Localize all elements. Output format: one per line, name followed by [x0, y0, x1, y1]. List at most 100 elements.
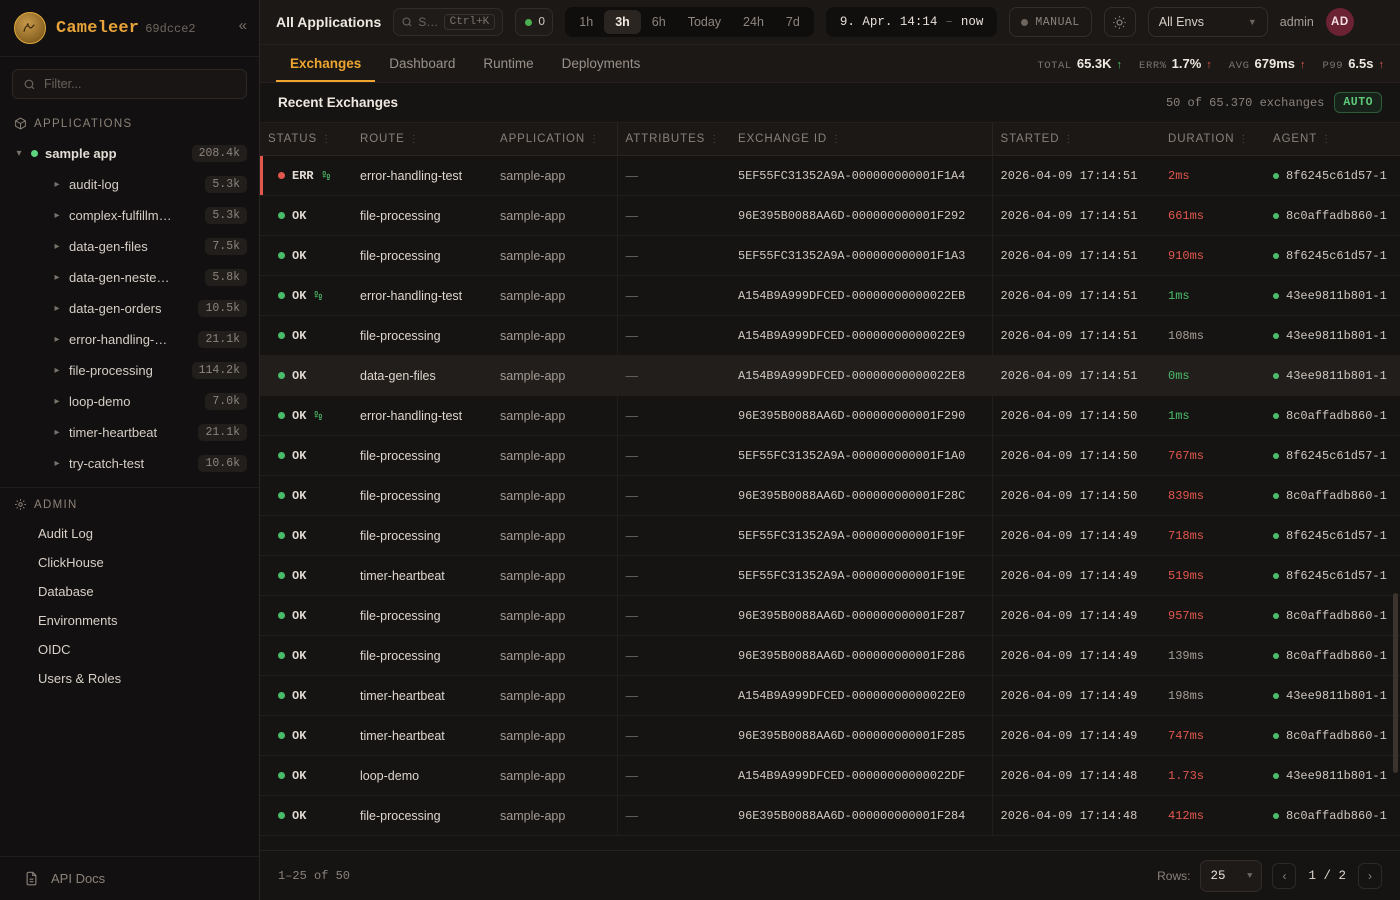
- table-row[interactable]: OK loop-demo sample-app — A154B9A999DFCED-00…: [260, 755, 1400, 796]
- cell-status: OK: [260, 236, 352, 276]
- cell-exchange-id: 5EF55FC31352A9A-000000000001F1A3: [730, 236, 992, 276]
- sidebar-route-count: 7.0k: [205, 393, 247, 410]
- sidebar-admin-item[interactable]: OIDC: [38, 642, 71, 657]
- column-header-attributes[interactable]: ATTRIBUTES ⋮: [616, 123, 730, 156]
- trace-footprints-icon[interactable]: [321, 170, 332, 181]
- filter-box[interactable]: [12, 69, 247, 99]
- column-header-status[interactable]: STATUS ⋮: [260, 123, 352, 156]
- table-row[interactable]: OK error-handling-test sample-app — A154B9A9…: [260, 275, 1400, 316]
- avatar[interactable]: AD: [1325, 8, 1354, 36]
- table-row[interactable]: OK file-processing sample-app — 96E395B0088A…: [260, 195, 1400, 236]
- chevrons-left-icon[interactable]: «: [238, 17, 247, 34]
- sidebar-admin-list: Audit Log ClickHouse Database Environments O…: [0, 519, 259, 693]
- time-separator: –: [945, 15, 953, 29]
- sidebar-route-item[interactable]: ▸ file-processing 114.2k: [0, 355, 259, 386]
- admin-section-title: ADMIN: [0, 488, 259, 519]
- sidebar-route-item[interactable]: ▸ audit-log 5.3k: [0, 169, 259, 200]
- column-header-exchangeid[interactable]: EXCHANGE ID ⋮: [730, 123, 992, 156]
- environment-select[interactable]: All Envs ▼: [1147, 7, 1268, 37]
- chevron-right-icon: ▸: [54, 241, 60, 252]
- tab-deployments[interactable]: Deployments: [561, 56, 641, 71]
- sidebar-route-item[interactable]: ▸ data-gen-orders 10.5k: [0, 293, 259, 324]
- table-row[interactable]: OK file-processing sample-app — 96E395B0088A…: [260, 595, 1400, 636]
- cell-duration: 412ms: [1160, 796, 1265, 836]
- sidebar-routes-list: ▸ audit-log 5.3k ▸ complex-fulfillm… 5.3k ▸ dat…: [0, 169, 259, 479]
- table-row[interactable]: OK file-processing sample-app — 96E395B0088A…: [260, 475, 1400, 516]
- sidebar-route-item[interactable]: ▸ try-catch-test 10.6k: [0, 448, 259, 479]
- tab-runtime[interactable]: Runtime: [483, 56, 534, 71]
- agent-status-dot-icon: [1273, 252, 1279, 259]
- column-header-route[interactable]: ROUTE ⋮: [352, 123, 492, 156]
- global-search-input[interactable]: S… Ctrl+K: [393, 8, 504, 36]
- table-row[interactable]: OK timer-heartbeat sample-app — 5EF55FC31352…: [260, 555, 1400, 596]
- sidebar-admin-item[interactable]: ClickHouse: [38, 555, 104, 570]
- sidebar-admin-item[interactable]: Environments: [38, 613, 118, 628]
- rows-per-page-select[interactable]: 25 ▼: [1200, 859, 1263, 892]
- theme-toggle-button[interactable]: [1103, 7, 1136, 37]
- agent-status-dot-icon: [1273, 292, 1279, 299]
- sidebar-route-item[interactable]: ▸ error-handling-… 21.1k: [0, 324, 259, 355]
- cell-attributes: —: [616, 515, 730, 556]
- sidebar-route-item[interactable]: ▸ timer-heartbeat 21.1k: [0, 417, 259, 448]
- column-header-agent[interactable]: AGENT ⋮: [1265, 123, 1400, 156]
- sidebar-admin-item[interactable]: Database: [38, 584, 94, 599]
- application-name: sample-app: [500, 168, 566, 183]
- started-timestamp: 2026-04-09 17:14:50: [1000, 489, 1138, 503]
- attributes-value: —: [625, 488, 639, 503]
- trace-footprints-icon[interactable]: [313, 410, 324, 421]
- sidebar-app-sample-app[interactable]: ▾ sample app 208.4k: [0, 138, 259, 169]
- sidebar-route-item[interactable]: ▸ complex-fulfillm… 5.3k: [0, 200, 259, 231]
- prev-page-button[interactable]: ‹: [1272, 862, 1297, 889]
- table-row[interactable]: OK file-processing sample-app — 5EF55FC31352…: [260, 515, 1400, 556]
- attributes-value: —: [625, 528, 639, 543]
- table-row[interactable]: OK timer-heartbeat sample-app — A154B9A999DF…: [260, 675, 1400, 716]
- route-name: data-gen-files: [360, 368, 436, 383]
- time-range-3h[interactable]: 3h: [604, 10, 641, 34]
- table-row[interactable]: OK data-gen-files sample-app — A154B9A999DFC…: [260, 355, 1400, 396]
- cell-duration: 661ms: [1160, 196, 1265, 236]
- sidebar-route-item[interactable]: ▸ loop-demo 7.0k: [0, 386, 259, 417]
- filter-input[interactable]: [44, 77, 236, 91]
- status-label: OK: [292, 328, 307, 343]
- vertical-scrollbar[interactable]: [1393, 593, 1398, 773]
- status-label: OK: [292, 768, 307, 783]
- table-row[interactable]: OK file-processing sample-app — 96E395B0088A…: [260, 635, 1400, 676]
- next-page-button[interactable]: ›: [1358, 862, 1382, 889]
- table-row[interactable]: ERR error-handling-test sample-app — 5EF55FC…: [260, 155, 1400, 196]
- time-range-24h[interactable]: 24h: [743, 15, 764, 29]
- column-header-application[interactable]: APPLICATION ⋮: [492, 123, 617, 156]
- attributes-value: —: [625, 408, 639, 423]
- agent-status-dot-icon: [1273, 372, 1279, 379]
- refresh-mode-button[interactable]: MANUAL: [1009, 7, 1092, 37]
- sidebar-route-item[interactable]: ▸ data-gen-neste… 5.8k: [0, 262, 259, 293]
- time-range-group[interactable]: 1h 3h 6h Today 24h 7d: [565, 7, 814, 37]
- attributes-value: —: [625, 728, 639, 743]
- table-row[interactable]: OK file-processing sample-app — 5EF55FC31352…: [260, 435, 1400, 476]
- sidebar-admin-item[interactable]: Users & Roles: [38, 671, 122, 686]
- time-range-display[interactable]: 9. Apr. 14:14 – now: [825, 7, 998, 37]
- column-header-duration[interactable]: DURATION ⋮: [1160, 123, 1265, 156]
- connection-status-chip[interactable]: O: [515, 8, 554, 36]
- sort-icon: ⋮: [1238, 134, 1250, 145]
- table-row[interactable]: OK timer-heartbeat sample-app — 96E395B0088A…: [260, 715, 1400, 756]
- sidebar-route-item[interactable]: ▸ data-gen-files 7.5k: [0, 231, 259, 262]
- time-range-6h[interactable]: 6h: [651, 15, 666, 29]
- column-header-started[interactable]: STARTED ⋮: [991, 123, 1160, 156]
- cell-attributes: —: [616, 235, 730, 276]
- sidebar-api-docs[interactable]: API Docs: [0, 856, 259, 900]
- agent-id: 8f6245c61d57-1: [1286, 528, 1387, 543]
- cell-exchange-id: 96E395B0088AA6D-000000000001F290: [730, 396, 992, 436]
- table-row[interactable]: OK error-handling-test sample-app — 96E395B0…: [260, 395, 1400, 436]
- tab-dashboard[interactable]: Dashboard: [389, 56, 456, 71]
- table-row[interactable]: OK file-processing sample-app — A154B9A999DF…: [260, 315, 1400, 356]
- table-row[interactable]: OK file-processing sample-app — 5EF55FC31352…: [260, 235, 1400, 276]
- tab-exchanges[interactable]: Exchanges: [276, 45, 376, 82]
- auto-refresh-badge[interactable]: AUTO: [1334, 92, 1382, 113]
- time-range-7d[interactable]: 7d: [785, 15, 800, 29]
- table-row[interactable]: OK file-processing sample-app — 96E395B0088A…: [260, 795, 1400, 836]
- sidebar-admin-item[interactable]: Audit Log: [38, 526, 93, 541]
- cell-duration: 957ms: [1160, 596, 1265, 636]
- time-range-today[interactable]: Today: [687, 15, 722, 29]
- trace-footprints-icon[interactable]: [313, 290, 324, 301]
- time-range-1h[interactable]: 1h: [579, 15, 594, 29]
